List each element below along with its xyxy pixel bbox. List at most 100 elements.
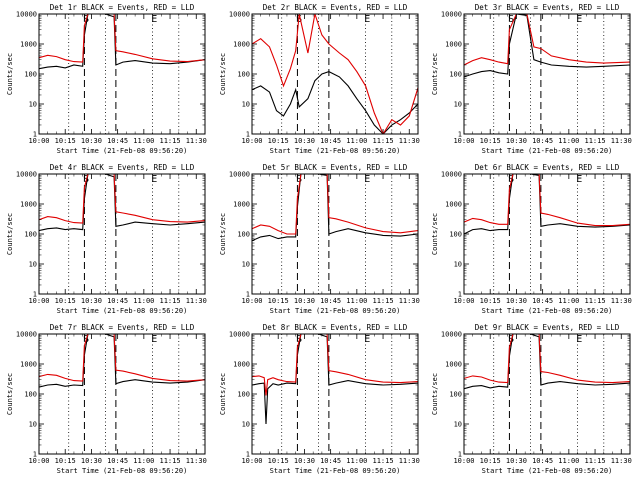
marker-letter-e: E: [364, 334, 370, 345]
y-tick-label: 100: [237, 391, 250, 399]
x-tick-label: 11:30: [399, 457, 420, 465]
series-line-events: [252, 71, 418, 134]
x-tick-label: 11:15: [373, 137, 394, 145]
panel-det-9: Det 9r BLACK = Events, RED = LLD Counts/s…: [431, 323, 632, 475]
y-tick-label: 1000: [445, 201, 462, 209]
panel-det-4: Det 4r BLACK = Events, RED = LLD Counts/s…: [6, 163, 207, 315]
y-tick-label: 10000: [441, 171, 462, 179]
panel-title: Det 4r BLACK = Events, RED = LLD: [50, 163, 195, 172]
y-axis-title: Counts/sec: [431, 373, 439, 415]
panel-det-5: Det 5r BLACK = Events, RED = LLD Counts/s…: [219, 163, 420, 315]
x-tick-label: 10:00: [28, 137, 49, 145]
series-line-events: [464, 174, 630, 235]
x-tick-label: 11:00: [346, 457, 367, 465]
x-tick-label: 11:15: [160, 297, 181, 305]
x-tick-label: 11:15: [160, 137, 181, 145]
x-tick-label: 11:00: [558, 297, 579, 305]
x-tick-label: 11:30: [186, 457, 207, 465]
y-tick-label: 10000: [16, 331, 37, 339]
x-tick-label: 11:00: [558, 137, 579, 145]
y-tick-label: 1000: [233, 361, 250, 369]
marker-letter-e: E: [576, 14, 582, 25]
x-tick-label: 11:00: [133, 297, 154, 305]
x-tick-label: 10:15: [268, 457, 289, 465]
x-tick-label: 10:00: [241, 297, 262, 305]
x-tick-label: 10:30: [506, 297, 527, 305]
y-axis-title: Counts/sec: [6, 53, 14, 95]
y-tick-label: 100: [449, 391, 462, 399]
panel-det-2: Det 2r BLACK = Events, RED = LLD Counts/s…: [219, 3, 420, 155]
y-tick-label: 10000: [16, 171, 37, 179]
y-tick-label: 1000: [445, 41, 462, 49]
series-line-lld: [39, 174, 205, 224]
y-tick-label: 1000: [20, 201, 37, 209]
x-axis-title: Start Time (21-Feb-08 09:56:20): [482, 147, 613, 155]
x-tick-label: 10:15: [55, 137, 76, 145]
y-axis-title: Counts/sec: [6, 213, 14, 255]
series-line-lld: [464, 14, 630, 66]
y-tick-label: 100: [237, 71, 250, 79]
y-tick-label: 10: [29, 101, 37, 109]
y-tick-label: 1: [246, 291, 250, 299]
panel-title: Det 5r BLACK = Events, RED = LLD: [263, 163, 408, 172]
y-tick-label: 100: [24, 391, 37, 399]
x-tick-label: 10:45: [320, 297, 341, 305]
y-tick-label: 10: [29, 421, 37, 429]
x-tick-label: 11:15: [585, 137, 606, 145]
series-line-events: [464, 14, 630, 78]
series-line-lld: [39, 14, 205, 63]
y-tick-label: 10: [454, 421, 462, 429]
plot-frame: [38, 13, 206, 135]
panel-det-8: Det 8r BLACK = Events, RED = LLD Counts/s…: [219, 323, 420, 475]
x-tick-label: 10:45: [532, 297, 553, 305]
plot-frame: [251, 13, 419, 135]
x-tick-label: 10:30: [294, 137, 315, 145]
x-tick-label: 11:00: [558, 457, 579, 465]
panel-det-6: Det 6r BLACK = Events, RED = LLD Counts/s…: [431, 163, 632, 315]
marker-letter-e: E: [576, 174, 582, 185]
y-axis-title: Counts/sec: [431, 53, 439, 95]
plot-frame: [38, 173, 206, 295]
y-tick-label: 10000: [441, 11, 462, 19]
x-tick-label: 10:15: [480, 457, 501, 465]
x-tick-label: 10:30: [294, 297, 315, 305]
x-tick-label: 11:15: [585, 457, 606, 465]
panel-title: Det 6r BLACK = Events, RED = LLD: [475, 163, 620, 172]
x-tick-label: 10:00: [453, 137, 474, 145]
x-tick-label: 10:00: [453, 457, 474, 465]
panel-det-1: Det 1r BLACK = Events, RED = LLD Counts/s…: [6, 3, 207, 155]
x-tick-label: 10:45: [107, 297, 128, 305]
y-tick-label: 10: [454, 261, 462, 269]
x-tick-label: 11:15: [160, 457, 181, 465]
x-tick-label: 10:30: [81, 137, 102, 145]
y-tick-label: 10: [454, 101, 462, 109]
x-tick-label: 11:30: [611, 137, 632, 145]
y-tick-label: 1: [458, 451, 462, 459]
y-axis-title: Counts/sec: [6, 373, 14, 415]
y-tick-label: 1: [33, 131, 37, 139]
plot-frame: [251, 333, 419, 455]
x-axis-title: Start Time (21-Feb-08 09:56:20): [482, 467, 613, 475]
x-axis-title: Start Time (21-Feb-08 09:56:20): [270, 147, 401, 155]
y-tick-label: 10000: [229, 171, 250, 179]
x-tick-label: 10:30: [506, 137, 527, 145]
plot-frame: [251, 173, 419, 295]
y-tick-label: 100: [24, 71, 37, 79]
x-tick-label: 10:15: [55, 457, 76, 465]
x-tick-label: 11:15: [585, 297, 606, 305]
x-tick-label: 10:00: [241, 457, 262, 465]
y-axis-title: Counts/sec: [219, 213, 227, 255]
x-tick-label: 11:30: [611, 297, 632, 305]
x-axis-title: Start Time (21-Feb-08 09:56:20): [57, 147, 188, 155]
x-tick-label: 11:30: [399, 137, 420, 145]
y-tick-label: 10000: [441, 331, 462, 339]
y-tick-label: 10000: [229, 331, 250, 339]
y-tick-label: 1000: [445, 361, 462, 369]
series-line-events: [39, 14, 205, 70]
y-tick-label: 10: [242, 261, 250, 269]
series-line-lld: [252, 334, 418, 396]
series-line-lld: [39, 334, 205, 382]
y-tick-label: 1: [246, 451, 250, 459]
x-tick-label: 10:45: [532, 457, 553, 465]
marker-letter-e: E: [364, 14, 370, 25]
